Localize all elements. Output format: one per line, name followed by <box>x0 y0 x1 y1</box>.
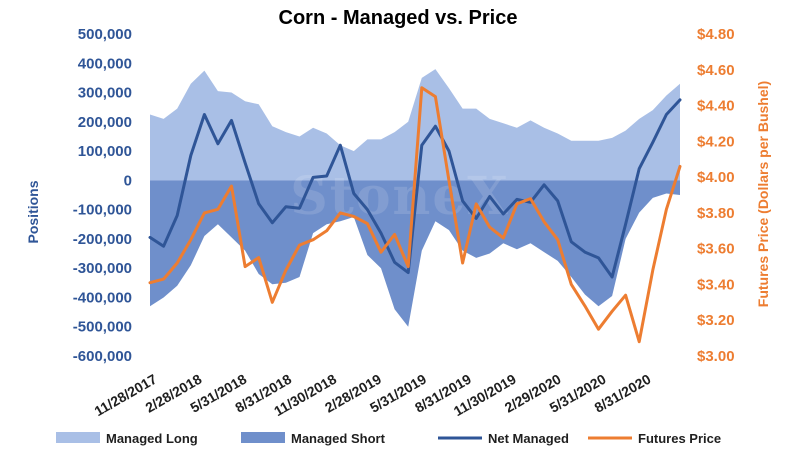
managed-long-legend-swatch <box>56 432 100 443</box>
y-tick-label-left: 100,000 <box>78 143 132 160</box>
y-tick-label-left: 500,000 <box>78 26 132 43</box>
y-tick-label-left: 400,000 <box>78 55 132 72</box>
chart-title: Corn - Managed vs. Price <box>279 7 518 29</box>
y-tick-label-right: $3.40 <box>697 276 735 293</box>
y-tick-label-left: -100,000 <box>73 202 132 219</box>
y-axis-label-left: Positions <box>25 180 41 243</box>
managed-long-area <box>150 69 680 181</box>
net-managed-line <box>148 98 682 279</box>
y-tick-label-left: 200,000 <box>78 114 132 131</box>
y-tick-label-left: -300,000 <box>73 260 132 277</box>
y-tick-label-left: -200,000 <box>73 231 132 248</box>
managed-short-legend-swatch <box>241 432 285 443</box>
managed-long-legend-label: Managed Long <box>106 431 198 446</box>
y-tick-label-right: $4.60 <box>697 62 735 79</box>
managed-short-legend-label: Managed Short <box>291 431 386 446</box>
futures-price-legend-label: Futures Price <box>638 431 721 446</box>
y-tick-label-right: $4.80 <box>697 26 735 43</box>
y-tick-label-left: 300,000 <box>78 85 132 102</box>
y-tick-label-right: $4.40 <box>697 98 735 115</box>
y-tick-label-right: $4.20 <box>697 133 735 150</box>
y-tick-label-right: $3.60 <box>697 241 735 258</box>
y-tick-label-right: $3.00 <box>697 348 735 365</box>
y-tick-label-left: 0 <box>124 172 132 189</box>
y-tick-label-left: -400,000 <box>73 290 132 307</box>
y-tick-label-right: $4.00 <box>697 169 735 186</box>
futures-price-line <box>148 86 682 344</box>
y-tick-label-right: $3.20 <box>697 312 735 329</box>
managed-short-area <box>150 180 680 327</box>
y-tick-label-left: -500,000 <box>73 319 132 336</box>
y-tick-label-right: $3.80 <box>697 205 735 222</box>
net-managed-legend-label: Net Managed <box>488 431 569 446</box>
y-tick-label-left: -600,000 <box>73 348 132 365</box>
y-axis-label-right: Futures Price (Dollars per Bushel) <box>755 81 771 307</box>
